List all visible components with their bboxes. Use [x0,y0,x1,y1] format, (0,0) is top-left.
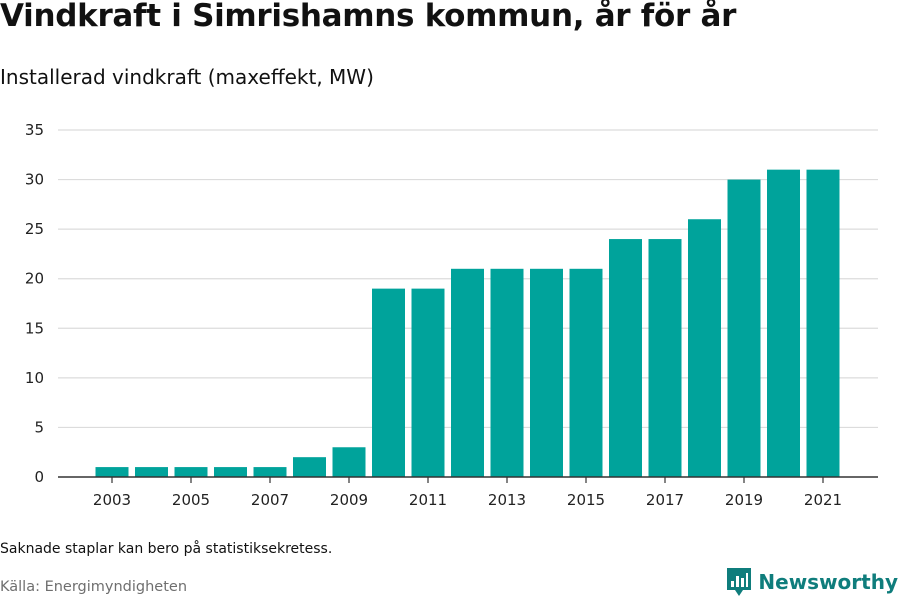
bar-2012 [451,268,484,477]
y-tick-label: 30 [25,171,44,189]
x-tick-label: 2021 [804,491,842,509]
y-tick-label: 15 [25,319,44,337]
bar-2017 [648,239,682,477]
y-tick-label: 10 [25,369,44,387]
x-tick-label: 2009 [330,491,368,509]
bar-2006 [214,467,247,477]
bar-2008 [293,457,326,477]
y-tick-label: 20 [25,270,44,288]
bar-2021 [806,169,840,477]
x-tick-label: 2017 [646,491,684,509]
bar-2011 [411,288,445,477]
bar-2010 [372,288,405,477]
brand-name: Newsworthy [758,570,898,594]
bars [95,169,840,478]
bar-2007 [253,467,287,477]
x-tick-label: 2013 [488,491,526,509]
newsworthy-logo-icon [727,568,752,596]
bar-2013 [490,268,524,477]
bar-2016 [609,239,642,477]
bar-2004 [135,467,168,477]
bar-2005 [174,467,208,477]
x-tick-label: 2007 [251,491,289,509]
x-tick-label: 2011 [409,491,447,509]
x-tick-label: 2005 [172,491,210,509]
y-tick-label: 35 [25,121,44,139]
bar-2019 [727,179,761,478]
y-axis-ticks: 0 5 10 15 20 25 30 35 [25,121,44,486]
bar-2014 [530,268,563,477]
source-text: Källa: Energimyndigheten [0,579,188,595]
bar-2009 [332,447,366,477]
y-tick-label: 5 [34,418,44,436]
chart-title: Vindkraft i Simrishamns kommun, år för å… [0,0,737,34]
bar-2020 [767,169,800,477]
y-tick-label: 0 [34,468,44,486]
chart-subtitle: Installerad vindkraft (maxeffekt, MW) [0,65,374,89]
footnote: Saknade staplar kan bero på statistiksek… [0,541,333,557]
x-tick-label: 2003 [93,491,131,509]
brand-logo[interactable]: Newsworthy [726,567,898,597]
bar-2015 [569,268,603,477]
x-tick-label: 2015 [567,491,605,509]
bar-2018 [688,219,721,477]
x-axis-ticks: 2003 2005 2007 2009 2011 2013 2015 2017 2019 2021 [93,477,842,509]
y-tick-label: 25 [25,220,44,238]
bar-2003 [95,467,129,477]
x-tick-label: 2019 [725,491,763,509]
